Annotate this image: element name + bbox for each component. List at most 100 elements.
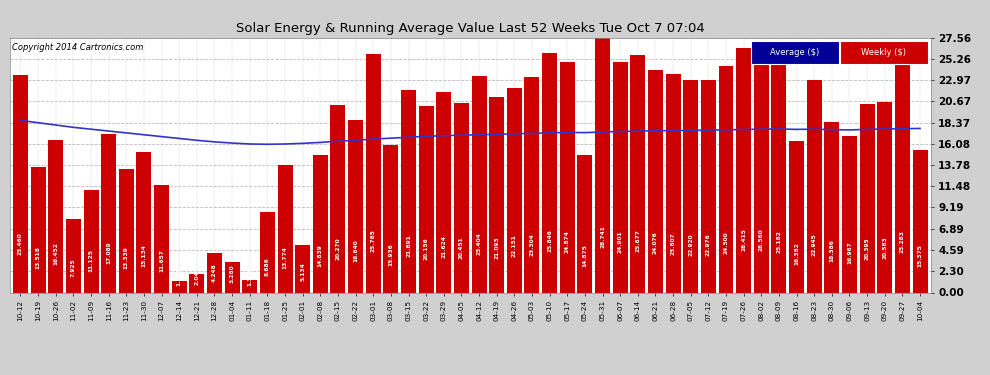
Bar xyxy=(595,27,610,292)
Text: 20.270: 20.270 xyxy=(336,237,341,260)
Bar xyxy=(859,104,874,292)
Text: 22.151: 22.151 xyxy=(512,234,517,257)
Text: 23.404: 23.404 xyxy=(476,232,481,255)
Text: 8.686: 8.686 xyxy=(265,257,270,276)
Bar xyxy=(31,167,46,292)
Text: 5.134: 5.134 xyxy=(300,262,305,281)
Bar xyxy=(348,120,363,292)
Text: 24.500: 24.500 xyxy=(724,231,729,254)
Bar xyxy=(207,253,222,292)
Bar xyxy=(631,55,645,292)
Bar xyxy=(66,219,81,292)
Text: 17.089: 17.089 xyxy=(106,242,111,264)
Text: 11.125: 11.125 xyxy=(88,249,93,272)
Bar xyxy=(842,135,857,292)
Text: 14.875: 14.875 xyxy=(582,244,587,267)
Bar xyxy=(101,134,116,292)
Bar xyxy=(913,150,928,292)
Text: 20.583: 20.583 xyxy=(882,237,887,259)
Text: 24.901: 24.901 xyxy=(618,231,623,254)
Text: 2.043: 2.043 xyxy=(194,266,199,285)
Text: 13.774: 13.774 xyxy=(282,246,287,269)
Bar xyxy=(895,58,910,292)
Bar xyxy=(49,140,63,292)
Bar xyxy=(331,105,346,292)
Text: 7.925: 7.925 xyxy=(71,258,76,277)
Text: 21.624: 21.624 xyxy=(442,235,446,258)
Bar xyxy=(83,190,99,292)
Bar xyxy=(737,48,751,292)
Bar xyxy=(137,153,151,292)
Bar xyxy=(577,155,592,292)
Text: Average ($): Average ($) xyxy=(769,48,819,57)
Bar xyxy=(789,141,804,292)
Text: 25.677: 25.677 xyxy=(636,230,641,252)
Text: 1.236: 1.236 xyxy=(177,267,182,286)
Text: 25.846: 25.846 xyxy=(547,229,552,252)
Bar xyxy=(647,70,663,292)
Bar xyxy=(454,103,469,292)
Text: 3.280: 3.280 xyxy=(230,265,235,284)
Bar xyxy=(13,75,28,292)
Bar xyxy=(295,245,310,292)
Text: 15.134: 15.134 xyxy=(142,244,147,267)
Bar xyxy=(683,80,698,292)
Text: 13.339: 13.339 xyxy=(124,247,129,269)
Text: 23.304: 23.304 xyxy=(530,233,535,255)
Text: 15.375: 15.375 xyxy=(918,244,923,267)
Text: 23.460: 23.460 xyxy=(18,232,23,255)
Text: 1.392: 1.392 xyxy=(248,267,252,286)
Text: Copyright 2014 Cartronics.com: Copyright 2014 Cartronics.com xyxy=(12,43,144,52)
Text: 21.891: 21.891 xyxy=(406,235,411,258)
Bar xyxy=(489,98,504,292)
Text: 28.741: 28.741 xyxy=(600,225,605,248)
Bar xyxy=(507,87,522,292)
Bar xyxy=(543,53,557,292)
FancyBboxPatch shape xyxy=(751,41,839,64)
Bar xyxy=(807,80,822,292)
Text: 16.452: 16.452 xyxy=(53,242,58,265)
Bar xyxy=(471,76,486,292)
Text: 20.451: 20.451 xyxy=(459,237,464,260)
Bar xyxy=(171,281,187,292)
Bar xyxy=(437,92,451,292)
Text: 26.560: 26.560 xyxy=(758,228,763,251)
Text: 18.640: 18.640 xyxy=(353,239,358,262)
Bar xyxy=(419,106,434,292)
Text: 22.945: 22.945 xyxy=(812,233,817,256)
Text: 13.518: 13.518 xyxy=(36,246,41,269)
Bar xyxy=(877,102,892,292)
Bar xyxy=(719,66,734,292)
Bar xyxy=(665,74,680,292)
Bar xyxy=(119,169,134,292)
Bar xyxy=(825,122,840,292)
Text: 14.839: 14.839 xyxy=(318,244,323,267)
Bar xyxy=(189,274,204,292)
Bar xyxy=(154,184,169,292)
Bar xyxy=(365,54,381,292)
Text: 16.967: 16.967 xyxy=(847,242,852,264)
Text: 22.920: 22.920 xyxy=(688,234,693,256)
Bar xyxy=(277,165,293,292)
FancyBboxPatch shape xyxy=(841,41,928,64)
Text: 25.765: 25.765 xyxy=(370,229,376,252)
Text: 24.076: 24.076 xyxy=(653,232,658,255)
Text: 25.182: 25.182 xyxy=(776,230,781,253)
Text: 25.283: 25.283 xyxy=(900,230,905,253)
Title: Solar Energy & Running Average Value Last 52 Weeks Tue Oct 7 07:04: Solar Energy & Running Average Value Las… xyxy=(236,22,705,35)
Text: 15.936: 15.936 xyxy=(388,243,393,266)
Bar xyxy=(260,212,275,292)
Text: 16.382: 16.382 xyxy=(794,242,799,265)
Bar xyxy=(401,90,416,292)
Bar xyxy=(753,47,769,292)
Bar xyxy=(225,262,240,292)
Bar xyxy=(525,77,540,292)
Text: 21.093: 21.093 xyxy=(494,236,499,259)
Bar xyxy=(243,280,257,292)
Bar xyxy=(701,80,716,292)
Bar xyxy=(613,62,628,292)
Text: 26.415: 26.415 xyxy=(742,228,746,251)
Text: 24.874: 24.874 xyxy=(564,231,570,254)
Bar xyxy=(313,155,328,292)
Text: Weekly ($): Weekly ($) xyxy=(861,48,906,57)
